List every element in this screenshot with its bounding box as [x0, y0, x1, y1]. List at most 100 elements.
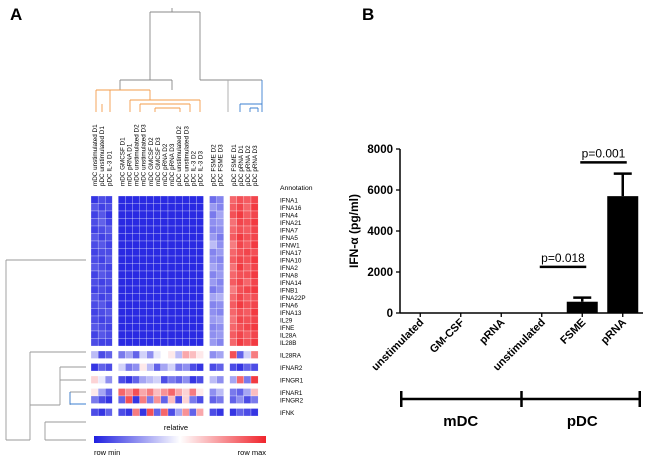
heatmap-cell	[125, 203, 133, 212]
heatmap-cell	[189, 350, 197, 359]
heatmap-cell	[146, 248, 154, 257]
heatmap-row-label: IFNB1	[280, 287, 298, 294]
heatmap-cell	[216, 210, 224, 219]
heatmap-cell	[125, 323, 133, 332]
heatmap-row-label: IFNA14	[280, 280, 302, 287]
heatmap-cell	[196, 270, 204, 279]
heatmap-cell	[196, 210, 204, 219]
heatmap-cell	[118, 248, 126, 257]
heatmap-cell	[196, 375, 204, 384]
column-dendrogram	[95, 8, 263, 112]
heatmap-cell	[118, 270, 126, 279]
heatmap-cell	[209, 255, 217, 264]
heatmap-cell	[132, 255, 140, 264]
heatmap-cell	[97, 248, 106, 257]
bar-chart: 0 2000 4000 6000 8000 IFN-α (pg/ml) unstimulat…	[347, 144, 643, 430]
heatmap-cell	[209, 323, 217, 332]
heatmap-cell	[97, 338, 106, 347]
heatmap-column-label: mDC unstimulated D3	[141, 124, 148, 186]
heatmap-column-label: pDC pRNA D3	[252, 145, 259, 186]
heatmap-cell	[196, 225, 204, 234]
heatmap-cell	[153, 315, 162, 324]
heatmap-cell	[90, 240, 99, 249]
heatmap-cell	[182, 203, 190, 212]
heatmap-cell	[146, 315, 154, 324]
y-axis-label: IFN-α (pg/ml)	[347, 194, 361, 268]
heatmap-cell	[90, 330, 99, 339]
heatmap-cell	[250, 255, 259, 264]
heatmap-cell	[90, 323, 99, 332]
heatmap-cell	[125, 375, 133, 384]
heatmap-cell	[243, 408, 252, 417]
heatmap-cell	[196, 278, 204, 287]
heatmap-cell	[105, 363, 113, 372]
heatmap-cell	[125, 308, 133, 317]
heatmap-cell	[216, 395, 224, 404]
y-tick-label: 6000	[367, 185, 393, 197]
bar-groups: mDC pDC	[400, 391, 641, 430]
heatmap-cell	[182, 233, 190, 242]
heatmap-cell	[174, 300, 183, 309]
heatmap-cell	[153, 388, 162, 397]
heatmap-cell	[209, 225, 217, 234]
heatmap-cell	[189, 323, 197, 332]
legend-title: relative	[164, 423, 188, 432]
heatmap-cell	[139, 270, 147, 279]
heatmap-cell	[243, 330, 252, 339]
heatmap-cell	[209, 330, 217, 339]
heatmap-cell	[174, 225, 183, 234]
heatmap-cell	[250, 233, 259, 242]
heatmap-cell	[90, 248, 99, 257]
heatmap-cell	[182, 210, 190, 219]
heatmap-cell	[118, 293, 126, 302]
heatmap-cell	[167, 270, 176, 279]
heatmap-cell	[139, 395, 147, 404]
heatmap-cell	[196, 395, 204, 404]
heatmap-cell	[243, 300, 252, 309]
heatmap-cell	[236, 225, 245, 234]
heatmap-cell	[229, 203, 237, 212]
heatmap-cell	[97, 350, 106, 359]
heatmap-cell	[209, 375, 217, 384]
heatmap-cell	[153, 395, 162, 404]
heatmap-cell	[189, 270, 197, 279]
heatmap-column-label: mDC GMCSF D2	[148, 137, 155, 186]
heatmap-cell	[125, 278, 133, 287]
panel-a-label: A	[10, 5, 22, 24]
heatmap-cell	[125, 293, 133, 302]
heatmap-cell	[105, 375, 113, 384]
heatmap-cell	[139, 375, 147, 384]
heatmap-cell	[174, 278, 183, 287]
heatmap-cell	[182, 408, 190, 417]
heatmap-cell	[105, 278, 113, 287]
heatmap-cell	[216, 255, 224, 264]
heatmap-cell	[105, 323, 113, 332]
heatmap-cell	[153, 408, 162, 417]
heatmap-cell	[118, 375, 126, 384]
heatmap-cell	[146, 255, 154, 264]
heatmap-cell	[105, 218, 113, 227]
heatmap-cell	[90, 195, 99, 204]
heatmap-cell	[146, 263, 154, 272]
heatmap-cell	[189, 363, 197, 372]
heatmap-cell	[105, 350, 113, 359]
heatmap-cell	[216, 270, 224, 279]
heatmap-cell	[243, 210, 252, 219]
heatmap-cell	[243, 195, 252, 204]
heatmap-cell	[105, 270, 113, 279]
heatmap-cell	[250, 270, 259, 279]
heatmap-cell	[132, 203, 140, 212]
heatmap-column-label: pDC unstimulated D3	[183, 126, 190, 186]
heatmap-cell	[160, 285, 169, 294]
heatmap-cell	[132, 323, 140, 332]
heatmap-row-label: IFNE	[280, 325, 294, 332]
heatmap-cell	[216, 363, 224, 372]
heatmap-cell	[146, 375, 154, 384]
heatmap-cell	[132, 285, 140, 294]
heatmap-cell	[125, 255, 133, 264]
heatmap-cell	[105, 263, 113, 272]
heatmap-cell	[229, 293, 237, 302]
heatmap-cell	[153, 263, 162, 272]
heatmap-cell	[125, 350, 133, 359]
heatmap-cell	[236, 210, 245, 219]
